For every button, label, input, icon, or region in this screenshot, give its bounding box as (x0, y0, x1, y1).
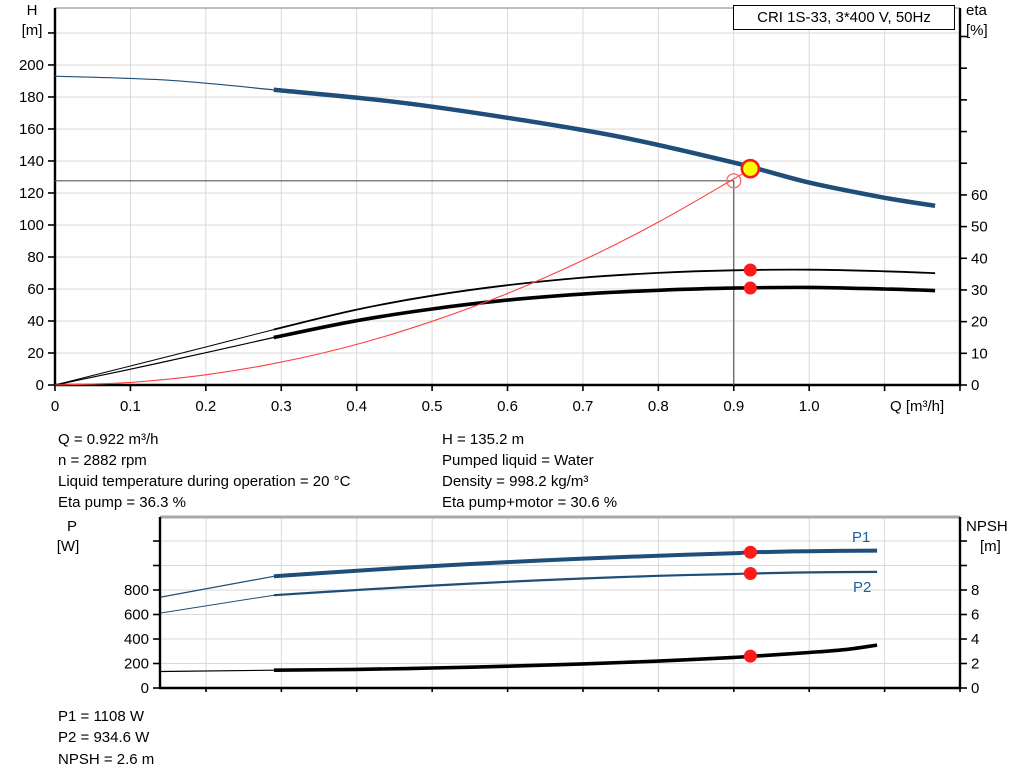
operating-point-marker (740, 158, 761, 179)
p-axis-label: P (66, 518, 77, 535)
y-left-tick-label: 400 (124, 631, 149, 648)
y-left-tick-label: 200 (19, 57, 44, 74)
p2-point (743, 567, 757, 581)
x-tick-label: 0.1 (120, 398, 141, 415)
y-left-tick-label: 160 (19, 121, 44, 138)
annotation-eta-pump-motor: Eta pump+motor = 30.6 % (442, 494, 618, 511)
y-right-tick-label: 0 (971, 377, 979, 394)
y-right-tick-label: 4 (971, 631, 979, 648)
duty-point-crosshair (55, 180, 735, 385)
y-right-tick-label: 2 (971, 656, 979, 673)
eta-axis-unit-label: [%] (966, 22, 988, 39)
p2-curve-thin (160, 594, 274, 614)
p1-point (743, 545, 757, 559)
y-right-tick-label: 50 (971, 219, 988, 236)
pump-curve-h (273, 87, 936, 209)
x-tick-label: 1.0 (799, 398, 820, 415)
gridlines (160, 517, 960, 688)
y-left-tick-label: 200 (124, 656, 149, 673)
axis-ticks (48, 32, 967, 391)
annotation-eta-pump: Eta pump = 36.3 % (58, 494, 186, 511)
p1-curve-label: P1 (852, 529, 871, 546)
annotation-speed: n = 2882 rpm (58, 452, 147, 469)
npsh-point (743, 649, 757, 663)
npsh-curve-thin (160, 669, 274, 673)
y-right-tick-label: 10 (971, 345, 988, 362)
x-tick-label: 0.4 (346, 398, 367, 415)
p1-curve-thin (160, 575, 275, 598)
q-axis-label: Q [m³/h] (890, 398, 945, 415)
eta-pump-point (743, 263, 757, 277)
x-tick-label: 0 (51, 398, 59, 415)
y-left-tick-label: 60 (27, 281, 44, 298)
annotation-p2: P2 = 934.6 W (58, 729, 150, 746)
y-left-tick-label: 140 (19, 153, 44, 170)
h-axis-label: H (26, 2, 38, 19)
y-left-tick-label: 40 (27, 313, 44, 330)
y-left-tick-label: 120 (19, 185, 44, 202)
y-right-tick-label: 40 (971, 250, 988, 267)
x-tick-label: 0.2 (195, 398, 216, 415)
h-axis-unit-label: [m] (21, 22, 43, 39)
eta-pump-curve-thin (54, 329, 274, 386)
x-tick-label: 0.6 (497, 398, 518, 415)
gridlines (55, 8, 960, 385)
y-right-tick-label: 0 (971, 680, 979, 697)
y-right-tick-label: 6 (971, 607, 979, 624)
eta-pump-motor-point (743, 281, 757, 295)
y-left-tick-label: 800 (124, 582, 149, 599)
x-tick-label: 0.7 (572, 398, 593, 415)
p2-curve (273, 570, 878, 597)
y-left-tick-label: 600 (124, 607, 149, 624)
annotation-flow: Q = 0.922 m³/h (58, 431, 159, 448)
p-axis-unit-label: [W] (56, 538, 80, 555)
y-left-tick-label: 180 (19, 89, 44, 106)
y-left-tick-label: 0 (141, 680, 149, 697)
head-efficiency-chart: 0 20 40 60 80 100 120 140 160 180 200 0 10 20 30 40 50 60… (19, 7, 988, 415)
y-left-tick-label: 80 (27, 249, 44, 266)
axis-ticks (153, 540, 967, 692)
x-tick-label: 0.5 (422, 398, 443, 415)
y-left-tick-label: 100 (19, 217, 44, 234)
pump-model-title: CRI 1S-33, 3*400 V, 50Hz (733, 5, 955, 30)
eta-pump-motor-curve-thin (54, 336, 274, 386)
y-right-tick-label: 30 (971, 282, 988, 299)
pump-curve-h-thin (54, 75, 274, 91)
npsh-axis-label: NPSH (966, 518, 1008, 535)
y-right-tick-label: 60 (971, 187, 988, 204)
annotation-head: H = 135.2 m (442, 431, 525, 448)
y-left-tick-label: 20 (27, 345, 44, 362)
npsh-axis-unit-label: [m] (980, 538, 1001, 555)
p1-curve (273, 548, 878, 579)
y-right-tick-label: 8 (971, 582, 979, 599)
y-left-tick-label: 0 (36, 377, 44, 394)
x-tick-label: 0.8 (648, 398, 669, 415)
eta-axis-label: eta (966, 2, 987, 19)
eta-pump-curve (273, 268, 936, 331)
annotation-temperature: Liquid temperature during operation = 20… (58, 473, 351, 490)
y-right-tick-label: 20 (971, 314, 988, 331)
annotation-p1: P1 = 1108 W (58, 708, 145, 725)
system-curve (54, 168, 751, 386)
annotation-npsh: NPSH = 2.6 m (58, 751, 155, 768)
power-npsh-chart: 0 200 400 600 800 0 2 4 6 8 (124, 515, 979, 697)
npsh-curve (273, 643, 878, 672)
eta-pump-motor-curve (273, 285, 936, 340)
annotation-density: Density = 998.2 kg/m³ (442, 473, 589, 490)
p2-curve-label: P2 (853, 579, 872, 596)
duty-point-circle (726, 173, 742, 189)
x-tick-label: 0.3 (271, 398, 292, 415)
x-tick-label: 0.9 (723, 398, 744, 415)
annotation-pumped-liquid: Pumped liquid = Water (442, 452, 594, 469)
